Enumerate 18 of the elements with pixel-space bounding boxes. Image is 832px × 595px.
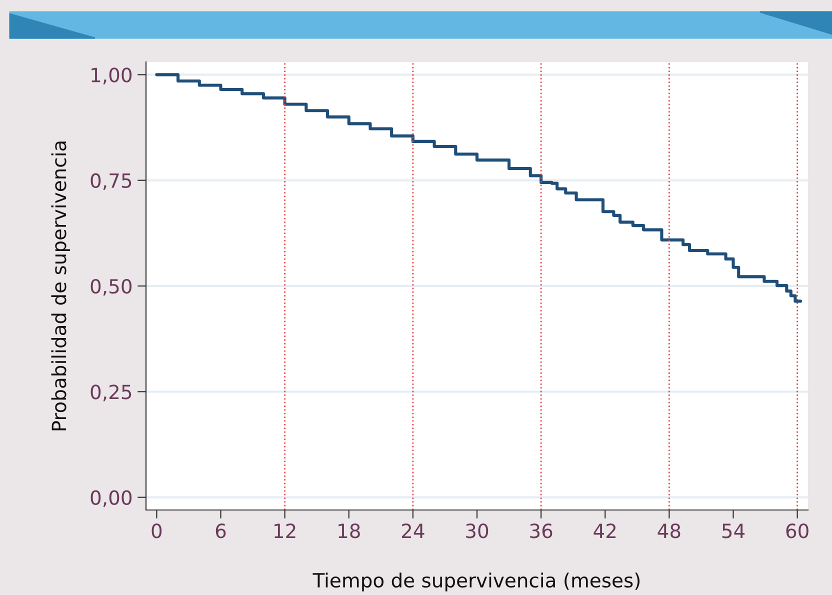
x-tick-label: 48	[658, 524, 680, 538]
x-tick-label: 36	[530, 524, 552, 538]
x-tick-label: 0	[152, 524, 162, 538]
y-tick-label: 0,25	[90, 384, 132, 402]
y-tick-label: 0,50	[90, 278, 132, 296]
y-tick-label: 0,00	[90, 490, 132, 507]
y-tick-label: 1,00	[92, 68, 132, 84]
x-tick-label: 18	[338, 524, 360, 538]
x-axis-title: Tiempo de supervivencia (meses)	[312, 572, 640, 592]
y-axis-title: Probabilidad de supervivencia	[51, 142, 70, 430]
x-tick-label: 42	[594, 524, 616, 538]
x-tick-label: 6	[216, 524, 226, 538]
x-tick-label: 24	[402, 524, 424, 538]
x-tick-label: 30	[466, 524, 488, 538]
x-tick-label: 60	[786, 524, 808, 538]
x-tick-label: 12	[274, 524, 296, 538]
x-tick-label: 54	[722, 524, 745, 538]
y-tick-label: 0,75	[90, 173, 132, 190]
